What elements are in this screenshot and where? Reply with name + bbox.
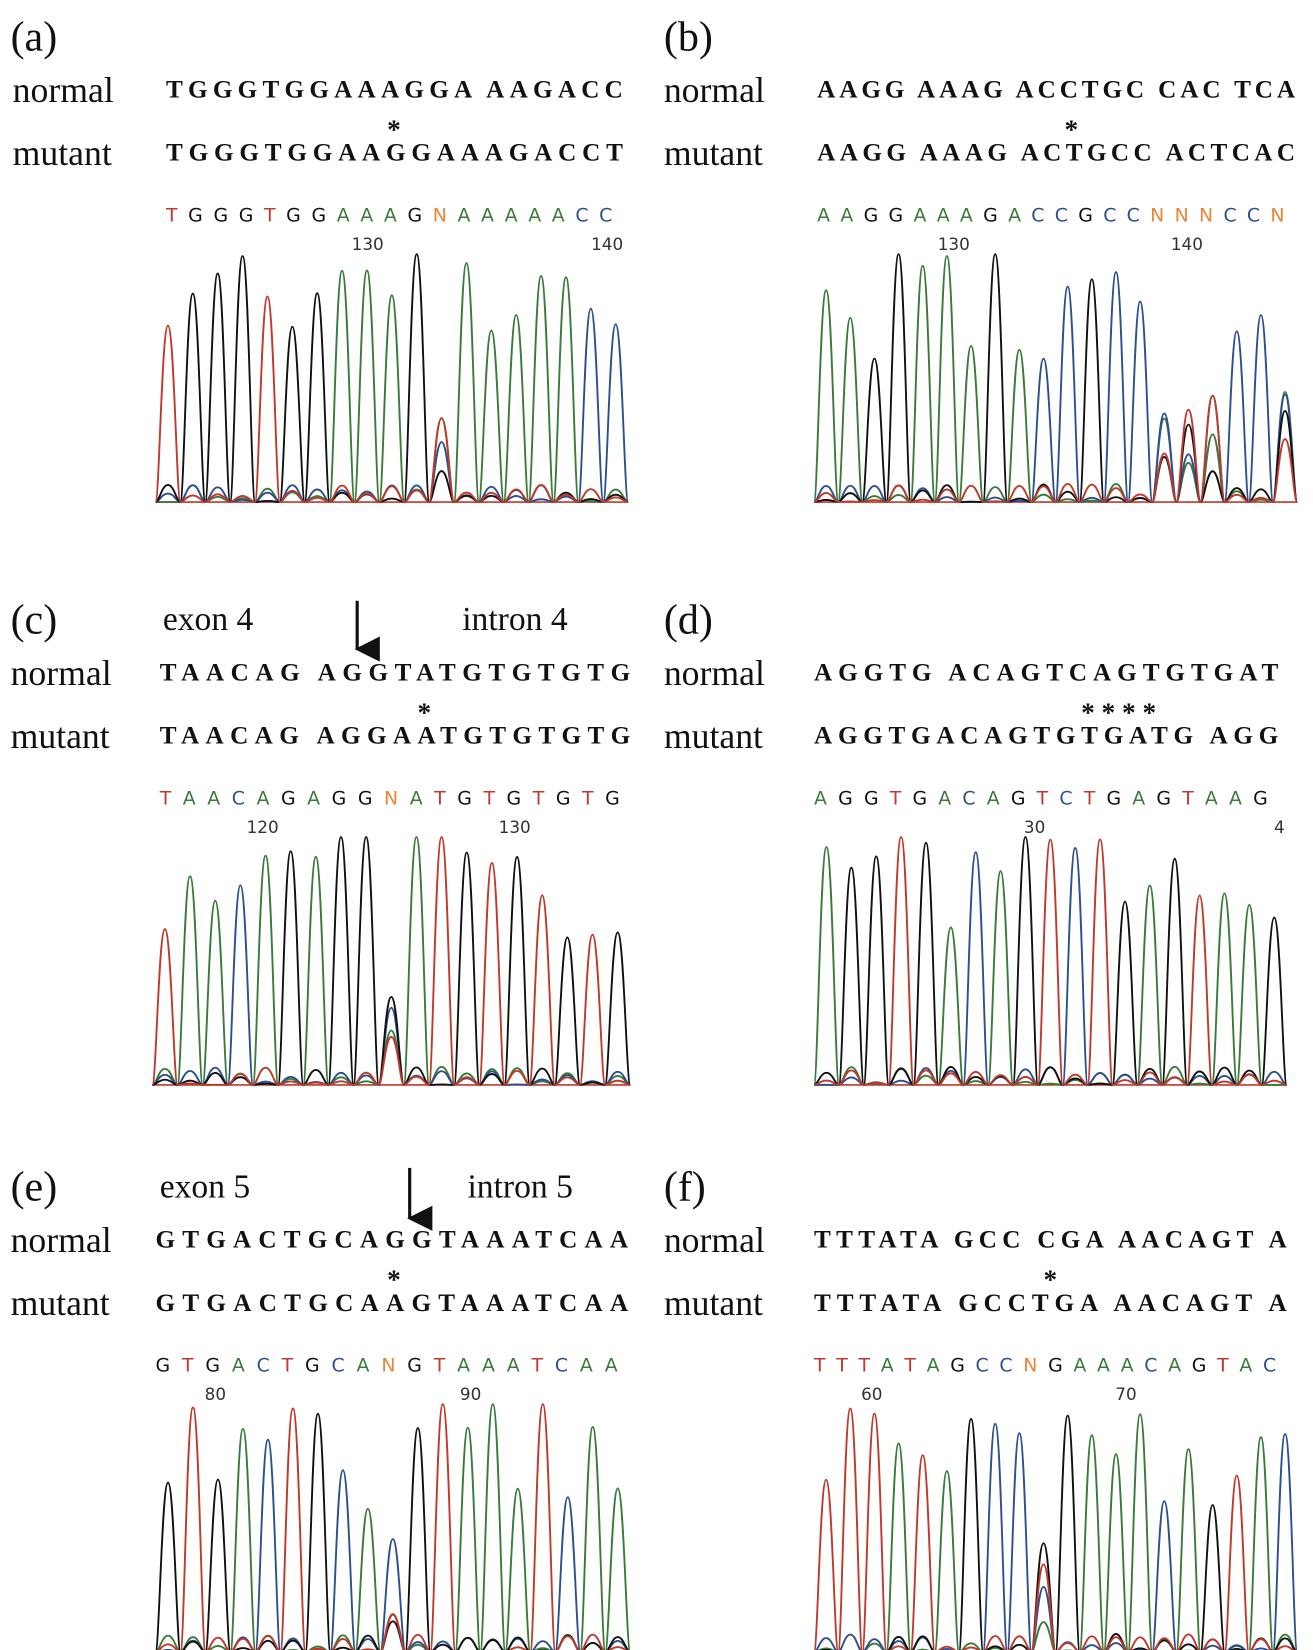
position-label: 30: [1024, 817, 1045, 837]
sequence: AAGG AAAG ACCTGC CAC TCA: [817, 77, 1295, 104]
sequence: TAACAG AGGTATGTGTGTG: [160, 660, 631, 687]
position-label: 130: [938, 234, 970, 254]
position-label: 120: [247, 817, 279, 837]
trace: [814, 1424, 1297, 1650]
position-label: 80: [205, 1384, 226, 1404]
trace: [156, 309, 629, 502]
row-label: normal: [11, 653, 112, 693]
position-label: 130: [352, 234, 384, 254]
trace: [156, 263, 629, 502]
position-label: 60: [861, 1384, 882, 1404]
row-label: mutant: [11, 1283, 110, 1323]
trace: [814, 272, 1297, 502]
panel-label: (a): [11, 14, 58, 60]
position-label: 4: [1274, 817, 1285, 837]
exon-label: exon 5: [160, 1168, 251, 1205]
trace: [156, 254, 629, 502]
panel-label: (d): [664, 597, 713, 643]
panel-label: (b): [664, 14, 713, 60]
row-label: normal: [664, 1220, 765, 1260]
trace: [814, 1414, 1297, 1650]
trace: [156, 297, 629, 502]
trace: [814, 1409, 1297, 1650]
intron-label: intron 5: [467, 1168, 572, 1205]
row-label: normal: [664, 653, 765, 693]
panel-label: (e): [11, 1164, 58, 1210]
panel-label: (f): [664, 1164, 706, 1210]
trace: [814, 396, 1297, 502]
row-label: mutant: [664, 716, 763, 756]
sequence: TGGGTGGAAGGAAAGACCT: [166, 140, 623, 167]
row-label: mutant: [664, 1283, 763, 1323]
sequence: TAACAG AGGAATGTGTGTG: [160, 723, 631, 750]
row-label: mutant: [664, 133, 763, 173]
position-label: 130: [499, 817, 531, 837]
page: {"panels": [ {"label": "(a)", "normal_la…: [0, 0, 1313, 1650]
position-label: 140: [591, 234, 623, 254]
row-label: normal: [13, 70, 114, 110]
trace: [814, 254, 1297, 502]
sequence: AAGG AAAG ACTGCC ACTCAC: [817, 140, 1295, 167]
position-label: 90: [460, 1384, 481, 1404]
intron-label: intron 4: [462, 601, 568, 638]
panel-label: (c): [11, 597, 58, 643]
row-label: mutant: [13, 133, 112, 173]
position-label: 140: [1171, 234, 1203, 254]
sequence: GTGACTGCAGGTAAATCAA: [156, 1227, 629, 1254]
figure: (a)normalTGGGTGGAAAGGA AAGACC*mutantTGGG…: [0, 0, 1313, 1650]
sequence: AGGTG ACAGTCAGTGTGAT: [814, 660, 1278, 687]
exon-label: exon 4: [163, 601, 254, 638]
trace: [814, 256, 1297, 502]
row-label: normal: [664, 70, 765, 110]
row-label: mutant: [11, 716, 110, 756]
sequence: GTGACTGCAAGTAAATCAA: [156, 1290, 629, 1317]
row-label: normal: [11, 1220, 112, 1260]
position-label: 70: [1115, 1384, 1136, 1404]
sequence: TGGGTGGAAAGGA AAGACC: [166, 77, 623, 104]
sequence: AGGTGACAGTGTGATG AGG: [814, 723, 1278, 750]
sequence: TTTATA GCC CGA AACAGT A: [814, 1227, 1287, 1254]
trace: [814, 1416, 1297, 1650]
trace: [814, 847, 1287, 1085]
